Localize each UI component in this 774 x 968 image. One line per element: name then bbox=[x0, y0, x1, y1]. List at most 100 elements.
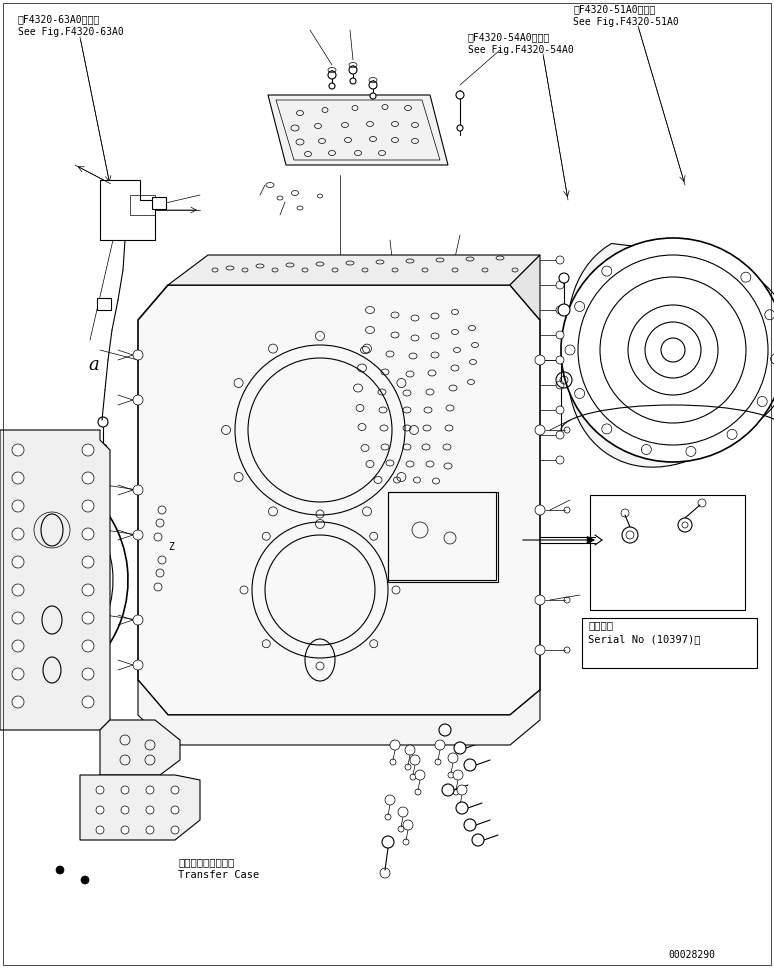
Circle shape bbox=[171, 786, 179, 794]
Circle shape bbox=[133, 615, 143, 625]
Circle shape bbox=[12, 556, 24, 568]
Circle shape bbox=[556, 331, 564, 339]
Polygon shape bbox=[168, 255, 540, 285]
Circle shape bbox=[96, 826, 104, 834]
Polygon shape bbox=[138, 285, 540, 715]
Text: See Fig.F4320-54A0: See Fig.F4320-54A0 bbox=[468, 45, 574, 55]
Circle shape bbox=[448, 753, 458, 763]
Polygon shape bbox=[138, 680, 540, 745]
Circle shape bbox=[556, 306, 564, 314]
Circle shape bbox=[757, 397, 767, 407]
Circle shape bbox=[370, 93, 376, 99]
Circle shape bbox=[82, 500, 94, 512]
Circle shape bbox=[82, 528, 94, 540]
Circle shape bbox=[349, 66, 357, 74]
Bar bbox=[388, 492, 498, 582]
Circle shape bbox=[464, 759, 476, 771]
Circle shape bbox=[146, 806, 154, 814]
Circle shape bbox=[561, 238, 774, 462]
Circle shape bbox=[642, 444, 652, 455]
Circle shape bbox=[82, 696, 94, 708]
Circle shape bbox=[535, 645, 545, 655]
Circle shape bbox=[454, 742, 466, 754]
Circle shape bbox=[82, 584, 94, 596]
Circle shape bbox=[12, 640, 24, 652]
Polygon shape bbox=[268, 95, 448, 165]
Circle shape bbox=[56, 866, 64, 874]
Circle shape bbox=[171, 826, 179, 834]
Circle shape bbox=[382, 836, 394, 848]
Circle shape bbox=[82, 668, 94, 680]
Circle shape bbox=[556, 381, 564, 389]
Circle shape bbox=[82, 444, 94, 456]
Circle shape bbox=[12, 528, 24, 540]
Circle shape bbox=[439, 724, 451, 736]
Circle shape bbox=[328, 71, 336, 79]
Circle shape bbox=[556, 431, 564, 439]
Circle shape bbox=[121, 786, 129, 794]
Polygon shape bbox=[0, 430, 110, 730]
Polygon shape bbox=[566, 244, 774, 468]
Circle shape bbox=[574, 388, 584, 399]
Circle shape bbox=[171, 806, 179, 814]
Circle shape bbox=[405, 745, 415, 755]
Bar bbox=[97, 298, 111, 310]
Text: See Fig.F4320-51A0: See Fig.F4320-51A0 bbox=[573, 17, 679, 27]
Circle shape bbox=[390, 740, 400, 750]
Circle shape bbox=[133, 395, 143, 405]
Circle shape bbox=[535, 355, 545, 365]
Circle shape bbox=[456, 91, 464, 99]
Circle shape bbox=[678, 518, 692, 532]
Circle shape bbox=[535, 505, 545, 515]
Circle shape bbox=[602, 424, 611, 434]
Text: 適用号機: 適用号機 bbox=[588, 620, 613, 630]
Text: 00028290: 00028290 bbox=[668, 950, 715, 960]
Circle shape bbox=[602, 266, 611, 276]
Circle shape bbox=[96, 806, 104, 814]
Circle shape bbox=[369, 81, 377, 89]
Circle shape bbox=[727, 430, 737, 439]
Circle shape bbox=[456, 802, 468, 814]
Circle shape bbox=[82, 612, 94, 624]
Circle shape bbox=[398, 807, 408, 817]
Polygon shape bbox=[100, 720, 180, 775]
Circle shape bbox=[410, 755, 420, 765]
Circle shape bbox=[686, 446, 696, 457]
Circle shape bbox=[329, 83, 335, 89]
Circle shape bbox=[559, 273, 569, 283]
Circle shape bbox=[403, 820, 413, 830]
Text: 第F4320-63A0図参照: 第F4320-63A0図参照 bbox=[18, 14, 101, 24]
Polygon shape bbox=[100, 180, 155, 240]
Circle shape bbox=[771, 354, 774, 364]
Circle shape bbox=[12, 584, 24, 596]
Circle shape bbox=[472, 834, 484, 846]
Circle shape bbox=[556, 281, 564, 289]
Circle shape bbox=[133, 660, 143, 670]
Circle shape bbox=[385, 795, 395, 805]
Circle shape bbox=[146, 826, 154, 834]
Circle shape bbox=[741, 272, 751, 282]
Circle shape bbox=[453, 770, 463, 780]
Circle shape bbox=[350, 78, 356, 84]
Circle shape bbox=[81, 876, 89, 884]
Text: 第F4320-51A0図参照: 第F4320-51A0図参照 bbox=[573, 4, 656, 14]
Circle shape bbox=[535, 425, 545, 435]
Circle shape bbox=[133, 485, 143, 495]
Bar bbox=[582, 618, 757, 668]
Circle shape bbox=[12, 668, 24, 680]
Circle shape bbox=[765, 310, 774, 319]
Circle shape bbox=[574, 301, 584, 312]
Circle shape bbox=[12, 612, 24, 624]
Circle shape bbox=[133, 530, 143, 540]
Circle shape bbox=[82, 640, 94, 652]
Bar bbox=[152, 197, 166, 209]
Circle shape bbox=[442, 784, 454, 796]
Circle shape bbox=[558, 304, 570, 316]
Circle shape bbox=[464, 819, 476, 831]
Circle shape bbox=[535, 595, 545, 605]
Circle shape bbox=[121, 826, 129, 834]
Text: トランスファケース: トランスファケース bbox=[178, 857, 235, 867]
Text: Transfer Case: Transfer Case bbox=[178, 870, 259, 880]
Text: See Fig.F4320-63A0: See Fig.F4320-63A0 bbox=[18, 27, 124, 37]
Text: a: a bbox=[88, 356, 99, 374]
